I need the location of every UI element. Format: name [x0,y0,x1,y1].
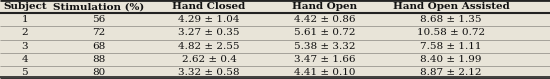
Text: 80: 80 [92,68,106,77]
Text: 3: 3 [21,42,28,51]
Text: 3.47 ± 1.66: 3.47 ± 1.66 [294,55,355,64]
Text: 68: 68 [92,42,106,51]
Text: 2: 2 [21,28,28,37]
Text: 3.32 ± 0.58: 3.32 ± 0.58 [178,68,240,77]
Text: 1: 1 [21,15,28,24]
Text: 2.62 ± 0.4: 2.62 ± 0.4 [182,55,236,64]
Text: 4.82 ± 2.55: 4.82 ± 2.55 [178,42,240,51]
Text: 5.61 ± 0.72: 5.61 ± 0.72 [294,28,355,37]
Text: 4.41 ± 0.10: 4.41 ± 0.10 [294,68,355,77]
Text: 4: 4 [21,55,28,64]
Text: 3.27 ± 0.35: 3.27 ± 0.35 [178,28,240,37]
Text: Hand Closed: Hand Closed [172,2,246,11]
Text: 5.38 ± 3.32: 5.38 ± 3.32 [294,42,355,51]
Text: Hand Open Assisted: Hand Open Assisted [393,2,509,11]
Text: Hand Open: Hand Open [292,2,357,11]
Text: 4.29 ± 1.04: 4.29 ± 1.04 [178,15,240,24]
Text: 10.58 ± 0.72: 10.58 ± 0.72 [417,28,485,37]
Text: 72: 72 [92,28,106,37]
Text: 8.40 ± 1.99: 8.40 ± 1.99 [420,55,482,64]
Text: Subject: Subject [3,2,47,11]
Text: Stimulation (%): Stimulation (%) [53,2,145,11]
Text: 5: 5 [21,68,28,77]
Text: 56: 56 [92,15,106,24]
Text: 8.87 ± 2.12: 8.87 ± 2.12 [420,68,482,77]
Text: 4.42 ± 0.86: 4.42 ± 0.86 [294,15,355,24]
Text: 7.58 ± 1.11: 7.58 ± 1.11 [420,42,482,51]
Text: 8.68 ± 1.35: 8.68 ± 1.35 [420,15,482,24]
Text: 88: 88 [92,55,106,64]
